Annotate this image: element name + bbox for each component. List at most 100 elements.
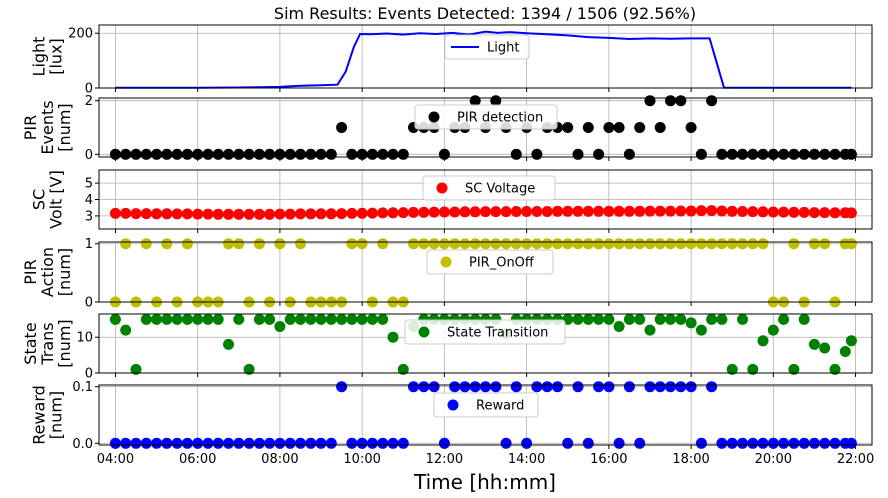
data-point <box>274 437 286 449</box>
data-point <box>510 381 522 393</box>
data-point <box>603 381 615 393</box>
data-point <box>829 437 841 449</box>
data-point <box>408 381 419 393</box>
y-axis-label-line: Action <box>38 247 57 297</box>
data-point <box>202 148 214 160</box>
data-point <box>634 437 646 449</box>
data-point <box>808 437 820 449</box>
y-axis-label-line: [num] <box>55 248 74 296</box>
data-point <box>634 313 646 325</box>
data-point <box>593 148 605 160</box>
panel-frame <box>98 384 873 446</box>
data-point <box>346 207 358 219</box>
panel-pir_action: 0 1 PIRAction[num] PIR_OnOff <box>21 237 873 311</box>
data-point <box>212 148 224 160</box>
data-point <box>397 148 409 160</box>
data-point <box>747 238 759 250</box>
data-point <box>223 437 234 449</box>
data-point <box>325 437 337 449</box>
data-point <box>654 238 666 250</box>
data-point <box>510 206 522 217</box>
data-point <box>500 437 512 449</box>
y-tick-label: 0 <box>85 82 93 97</box>
data-point <box>685 381 697 393</box>
data-point <box>829 363 841 375</box>
y-tick-label: 0 <box>85 296 93 311</box>
data-point <box>716 205 728 217</box>
data-point <box>623 148 635 160</box>
data-point <box>778 148 790 160</box>
data-point <box>593 313 605 325</box>
legend-dot-marker <box>447 399 459 411</box>
data-point <box>788 238 800 250</box>
data-point <box>295 313 306 325</box>
data-point <box>845 238 857 250</box>
data-point <box>151 437 163 449</box>
data-point <box>480 238 491 250</box>
data-point <box>562 205 574 217</box>
data-point <box>819 437 831 449</box>
data-point <box>798 437 810 449</box>
data-point <box>603 313 615 325</box>
legend-label: Reward <box>476 399 524 414</box>
y-axis-label-line: PIR <box>21 259 40 284</box>
data-point <box>243 363 255 375</box>
data-point <box>737 206 748 217</box>
data-point <box>161 148 173 160</box>
data-point <box>490 381 502 393</box>
data-point <box>130 363 142 375</box>
data-point <box>531 238 543 250</box>
y-axis-label-line: [num] <box>55 103 74 151</box>
data-point <box>130 437 142 449</box>
data-point <box>377 238 389 250</box>
x-tick-label: 08:00 <box>261 452 298 467</box>
y-tick-label: 0 <box>85 148 93 163</box>
data-point <box>582 238 594 250</box>
data-point <box>449 206 461 218</box>
data-point <box>346 313 358 325</box>
data-point <box>181 148 193 160</box>
data-point <box>778 206 790 218</box>
data-point <box>747 148 759 160</box>
data-point <box>459 238 471 250</box>
data-point <box>264 313 276 325</box>
legend-box <box>404 319 566 345</box>
data-point <box>161 437 173 449</box>
data-point <box>726 238 738 250</box>
y-axis-label: StateTrans[num] <box>21 319 74 367</box>
data-point <box>654 122 666 133</box>
data-point <box>613 122 625 133</box>
data-point <box>449 238 461 250</box>
data-point <box>356 148 368 160</box>
data-point <box>130 208 142 220</box>
data-point <box>212 208 224 220</box>
data-point <box>387 207 399 219</box>
data-point <box>305 208 317 220</box>
data-point <box>634 122 646 133</box>
data-point <box>541 238 553 250</box>
data-point <box>541 206 553 217</box>
data-point <box>510 238 522 250</box>
data-point <box>192 437 204 449</box>
data-point <box>829 207 841 219</box>
data-point <box>695 437 707 449</box>
data-point <box>223 238 234 250</box>
data-point <box>418 238 430 250</box>
data-point <box>634 205 646 217</box>
x-tick-label: 20:00 <box>755 452 792 467</box>
data-point <box>665 238 676 250</box>
data-point <box>233 437 245 449</box>
data-point <box>161 238 173 250</box>
x-tick-label: 14:00 <box>508 452 545 467</box>
y-tick-label: 200 <box>68 27 93 42</box>
data-point <box>356 238 368 250</box>
data-point <box>469 238 481 250</box>
data-point <box>181 208 193 220</box>
data-point <box>120 238 132 250</box>
data-point <box>356 437 368 449</box>
data-point <box>675 381 687 393</box>
data-point <box>469 206 481 218</box>
data-point <box>109 207 121 219</box>
panel-pir_events: 0 2 PIREvents[num] PIR detection <box>21 94 873 163</box>
